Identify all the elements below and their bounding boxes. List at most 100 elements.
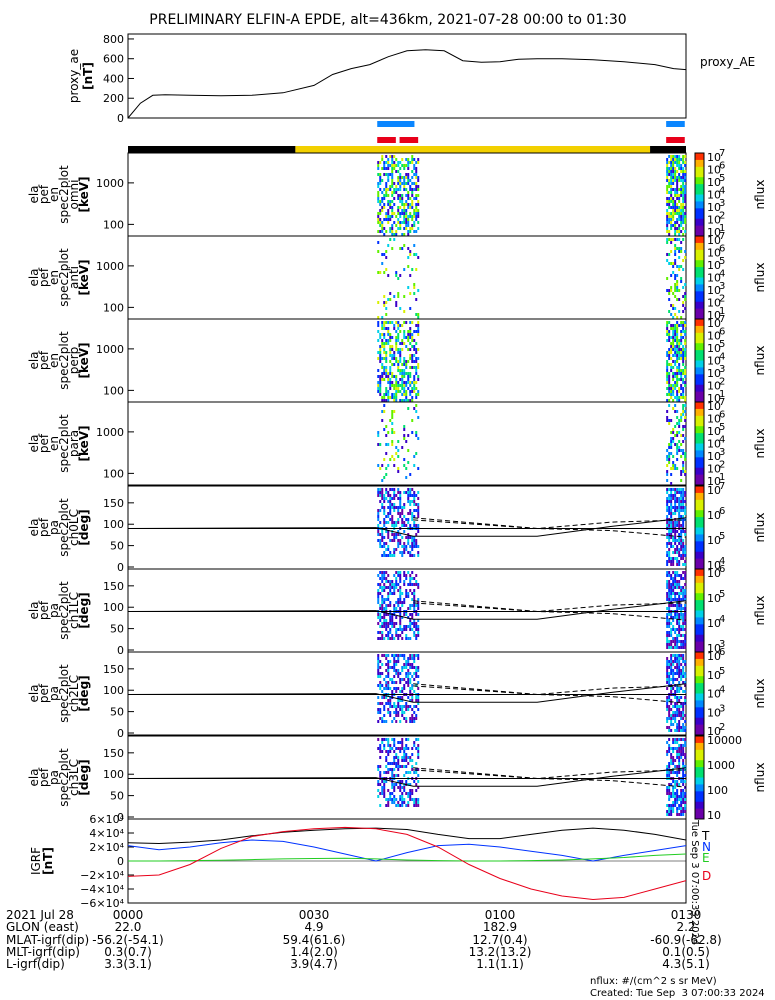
- spectrogram-pixel: [413, 283, 416, 286]
- spectrogram-pixel: [417, 708, 420, 711]
- spectrogram-pixel: [670, 250, 673, 253]
- spectrogram-pixel: [676, 616, 679, 619]
- spectrogram-pixel: [672, 801, 675, 804]
- spectrogram-pixel: [389, 155, 392, 158]
- spectrogram-pixel: [399, 690, 402, 693]
- spectrogram-pixel: [409, 663, 412, 666]
- spectrogram-pixel: [680, 203, 683, 206]
- spectrogram-pixel: [399, 625, 402, 628]
- spectrogram-pixel: [409, 366, 412, 369]
- spectrogram-pixel: [409, 390, 412, 393]
- spectrogram-pixel: [387, 333, 390, 336]
- spectrogram-pixel: [397, 589, 400, 592]
- spectrogram-pixel: [682, 238, 685, 241]
- spectrogram-pixel: [676, 393, 679, 396]
- spectrogram-pixel: [393, 458, 396, 461]
- spectrogram-pixel: [385, 212, 388, 215]
- pa-ytick-label: 100: [103, 601, 124, 614]
- spectrogram-pixel: [668, 384, 671, 387]
- spectrogram-pixel: [668, 330, 671, 333]
- spectrogram-pixel: [668, 580, 671, 583]
- colorbar-step: [695, 291, 704, 296]
- spectrogram-pixel: [668, 560, 671, 563]
- spectrogram-pixel: [668, 598, 671, 601]
- spectrogram-pixel: [676, 206, 679, 209]
- spectrogram-pixel: [666, 625, 669, 628]
- colorbar-label: nflux: [753, 763, 767, 793]
- spectrogram-pixel: [391, 622, 394, 625]
- spectrogram-pixel: [399, 227, 402, 230]
- spectrogram-pixel: [377, 684, 380, 687]
- spectrogram-pixel: [670, 500, 673, 503]
- spectrogram-pixel: [385, 256, 388, 259]
- spectrogram-pixel: [676, 357, 679, 360]
- spectrogram-pixel: [381, 224, 384, 227]
- panel-ylabel-line: [keV]: [77, 425, 91, 461]
- spectrogram-pixel: [668, 292, 671, 295]
- panel-ylabel-line: ch1LC: [67, 592, 81, 629]
- spectrogram-pixel: [389, 500, 392, 503]
- spectrogram-pixel: [670, 813, 673, 816]
- spectrogram-pixel: [415, 747, 418, 750]
- spectrogram-pixel: [676, 212, 679, 215]
- spectrogram-pixel: [405, 476, 408, 479]
- spectrogram-pixel: [674, 443, 677, 446]
- spectrogram-pixel: [377, 669, 380, 672]
- spectrogram-pixel: [413, 164, 416, 167]
- spectrogram-pixel: [395, 158, 398, 161]
- spectrogram-pixel: [678, 762, 681, 765]
- spectrogram-pixel: [684, 741, 687, 744]
- colorbar-step: [695, 156, 704, 161]
- spectrogram-pixel: [682, 440, 685, 443]
- spectrogram-pixel: [389, 586, 392, 589]
- spectrogram-pixel: [403, 717, 406, 720]
- spectrogram-pixel: [383, 696, 386, 699]
- spectrogram-pixel: [417, 289, 420, 292]
- spectrogram-pixel: [401, 756, 404, 759]
- spectrogram-pixel: [399, 586, 402, 589]
- spectrogram-pixel: [682, 774, 685, 777]
- spectrogram-pixel: [678, 696, 681, 699]
- spectrogram-pixel: [395, 506, 398, 509]
- spectrogram-pixel: [413, 497, 416, 500]
- spectrogram-pixel: [666, 687, 669, 690]
- spectrogram-pixel: [682, 702, 685, 705]
- spectrogram-pixel: [411, 512, 414, 515]
- colorbar-step: [695, 801, 704, 806]
- spectrogram-pixel: [682, 286, 685, 289]
- spectrogram-pixel: [680, 488, 683, 491]
- spectrogram-pixel: [385, 586, 388, 589]
- spectrogram-pixel: [676, 452, 679, 455]
- spectrogram-pixel: [409, 717, 412, 720]
- spectrogram-pixel: [391, 518, 394, 521]
- spectrogram-pixel: [682, 348, 685, 351]
- spectrogram-pixel: [377, 672, 380, 675]
- spectrogram-pixel: [672, 464, 675, 467]
- spectrogram-pixel: [383, 357, 386, 360]
- spectrogram-pixel: [684, 607, 687, 610]
- spectrogram-pixel: [668, 170, 671, 173]
- colorbar-step: [695, 774, 704, 778]
- spectrogram-pixel: [385, 580, 388, 583]
- igrf-ytick-label: 0: [117, 855, 124, 868]
- colorbar-step: [695, 572, 704, 577]
- energy-ytick-label: 100: [103, 218, 124, 231]
- spectrogram-pixel: [403, 244, 406, 247]
- spectrogram-pixel: [381, 316, 384, 319]
- colorbar-tick-exponent: 3: [719, 198, 725, 209]
- spectrogram-pixel: [409, 545, 412, 548]
- spectrogram-pixel: [409, 681, 412, 684]
- spectrogram-pixel: [680, 491, 683, 494]
- spectrogram-pixel: [413, 780, 416, 783]
- spectrogram-pixel: [377, 241, 380, 244]
- pa-ytick-label: 100: [103, 518, 124, 531]
- spectrogram-pixel: [409, 583, 412, 586]
- colorbar-tick-label: 10: [707, 475, 721, 488]
- spectrogram-pixel: [405, 637, 408, 640]
- spectrogram-pixel: [678, 425, 681, 428]
- spectrogram-pixel: [670, 366, 673, 369]
- spectrogram-pixel: [417, 393, 420, 396]
- spectrogram-pixel: [684, 452, 687, 455]
- spectrogram-pixel: [381, 158, 384, 161]
- spectrogram-pixel: [682, 622, 685, 625]
